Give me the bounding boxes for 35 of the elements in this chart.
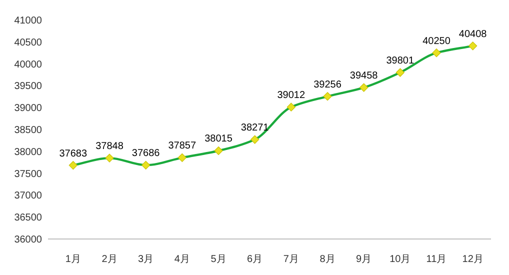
data-label: 37848 [96,141,124,152]
data-label: 39256 [314,79,342,90]
x-tick-label: 7月 [283,254,299,265]
y-tick-label: 36500 [14,212,42,224]
x-tick-label: 1月 [65,254,81,265]
data-label: 39012 [277,90,306,102]
y-tick-label: 38500 [14,125,42,136]
y-tick-label: 40000 [14,59,42,70]
y-tick-label: 38000 [14,146,42,158]
x-tick-label: 12月 [462,254,484,265]
x-tick-label: 2月 [102,254,118,265]
x-tick-label: 10月 [390,254,411,265]
y-tick-label: 40500 [14,37,42,48]
x-tick-label: 5月 [210,254,226,265]
data-label: 39801 [386,56,415,67]
y-tick-label: 36000 [14,234,42,246]
x-tick-label: 11月 [426,254,447,265]
y-tick-label: 37500 [14,168,42,180]
x-tick-label: 9月 [356,254,372,265]
data-label: 37683 [59,148,88,160]
data-label: 40408 [458,28,488,40]
x-tick-label: 3月 [138,254,154,265]
data-label: 38015 [204,134,233,145]
x-tick-label: 6月 [247,254,263,265]
y-tick-label: 39500 [14,81,42,92]
data-label: 39458 [350,70,378,82]
y-tick-label: 37000 [14,190,42,202]
data-label: 38271 [240,122,270,134]
data-label: 37686 [132,148,160,160]
y-tick-label: 41000 [14,16,42,26]
y-tick-label: 39000 [14,103,42,114]
data-label: 37857 [168,140,197,152]
x-tick-label: 4月 [174,254,190,265]
x-tick-label: 8月 [320,254,336,265]
data-label: 40250 [422,36,451,47]
